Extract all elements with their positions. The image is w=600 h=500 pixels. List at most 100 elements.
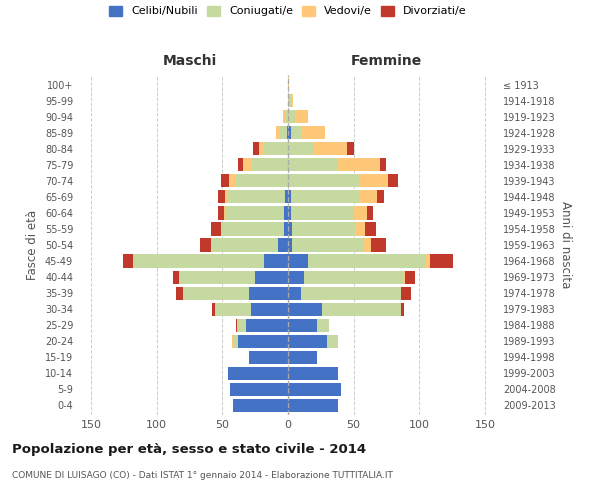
Bar: [292, 222, 355, 235]
Bar: [235, 318, 237, 332]
Bar: [426, 254, 430, 268]
Bar: [200, 238, 211, 252]
Bar: [248, 286, 288, 300]
Bar: [290, 126, 301, 140]
Bar: [328, 334, 338, 348]
Bar: [338, 158, 380, 172]
Text: Popolazione per età, sesso e stato civile - 2014: Popolazione per età, sesso e stato civil…: [12, 442, 366, 456]
Bar: [288, 78, 289, 91]
Bar: [288, 206, 290, 220]
Bar: [288, 126, 290, 140]
Bar: [133, 254, 265, 268]
Bar: [288, 286, 301, 300]
Bar: [244, 158, 251, 172]
Bar: [211, 222, 221, 235]
Bar: [251, 158, 288, 172]
Bar: [388, 174, 398, 188]
Bar: [301, 126, 325, 140]
Bar: [286, 110, 288, 124]
Bar: [179, 270, 255, 283]
Bar: [288, 366, 338, 380]
Bar: [295, 110, 308, 124]
Bar: [224, 206, 225, 220]
Bar: [308, 254, 426, 268]
Bar: [288, 238, 292, 252]
Bar: [225, 206, 284, 220]
Bar: [233, 334, 238, 348]
Bar: [288, 350, 317, 364]
Bar: [215, 302, 251, 316]
Bar: [277, 238, 288, 252]
Bar: [233, 399, 288, 412]
Bar: [230, 383, 288, 396]
Bar: [211, 238, 212, 252]
Bar: [253, 142, 259, 156]
Bar: [248, 350, 288, 364]
Bar: [251, 302, 288, 316]
Bar: [288, 190, 290, 203]
Bar: [430, 254, 454, 268]
Bar: [317, 318, 329, 332]
Bar: [288, 302, 322, 316]
Bar: [401, 286, 412, 300]
Bar: [301, 286, 401, 300]
Bar: [176, 286, 183, 300]
Bar: [304, 270, 404, 283]
Bar: [364, 238, 371, 252]
Bar: [288, 222, 292, 235]
Bar: [288, 158, 338, 172]
Bar: [288, 318, 317, 332]
Bar: [288, 110, 295, 124]
Bar: [183, 286, 248, 300]
Bar: [218, 206, 224, 220]
Bar: [227, 366, 288, 380]
Bar: [367, 206, 373, 220]
Bar: [265, 142, 288, 156]
Bar: [288, 142, 314, 156]
Bar: [212, 238, 277, 252]
Bar: [284, 206, 288, 220]
Bar: [290, 94, 293, 107]
Bar: [322, 302, 401, 316]
Bar: [288, 254, 308, 268]
Legend: Celibi/Nubili, Coniugati/e, Vedovi/e, Divorziati/e: Celibi/Nubili, Coniugati/e, Vedovi/e, Di…: [109, 6, 467, 16]
Bar: [227, 190, 286, 203]
Bar: [288, 174, 359, 188]
Bar: [359, 190, 377, 203]
Bar: [225, 190, 227, 203]
Bar: [283, 110, 286, 124]
Bar: [292, 238, 364, 252]
Bar: [218, 190, 225, 203]
Bar: [288, 270, 304, 283]
Bar: [284, 222, 288, 235]
Text: Femmine: Femmine: [351, 54, 422, 68]
Bar: [288, 334, 328, 348]
Bar: [276, 126, 280, 140]
Bar: [238, 158, 244, 172]
Bar: [377, 190, 384, 203]
Bar: [314, 142, 347, 156]
Y-axis label: Fasce di età: Fasce di età: [26, 210, 39, 280]
Bar: [380, 158, 386, 172]
Bar: [232, 334, 233, 348]
Bar: [288, 94, 290, 107]
Bar: [365, 222, 376, 235]
Bar: [238, 334, 288, 348]
Bar: [237, 318, 246, 332]
Bar: [355, 222, 365, 235]
Bar: [173, 270, 179, 283]
Bar: [359, 174, 388, 188]
Bar: [246, 318, 288, 332]
Bar: [353, 206, 367, 220]
Bar: [259, 142, 265, 156]
Bar: [235, 174, 288, 188]
Bar: [288, 383, 341, 396]
Bar: [288, 399, 338, 412]
Bar: [347, 142, 353, 156]
Bar: [371, 238, 386, 252]
Text: Maschi: Maschi: [163, 54, 217, 68]
Bar: [287, 126, 288, 140]
Bar: [280, 126, 287, 140]
Bar: [405, 270, 415, 283]
Bar: [290, 190, 359, 203]
